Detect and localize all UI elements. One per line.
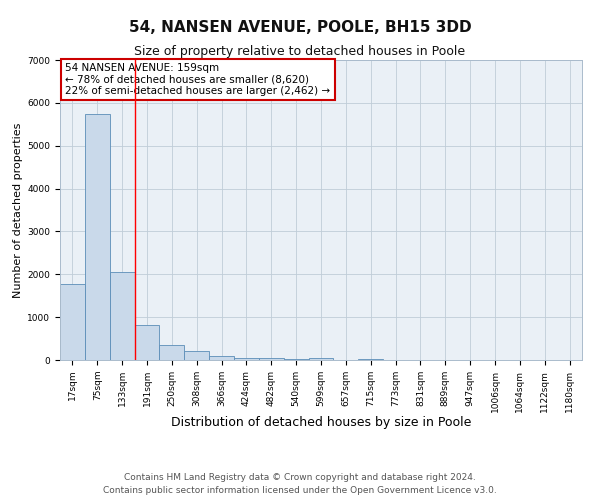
Text: 54 NANSEN AVENUE: 159sqm
← 78% of detached houses are smaller (8,620)
22% of sem: 54 NANSEN AVENUE: 159sqm ← 78% of detach… <box>65 63 331 96</box>
Bar <box>160 344 184 360</box>
Bar <box>308 358 334 360</box>
Y-axis label: Number of detached properties: Number of detached properties <box>13 122 23 298</box>
X-axis label: Distribution of detached houses by size in Poole: Distribution of detached houses by size … <box>171 416 471 429</box>
Bar <box>259 358 284 360</box>
Text: Size of property relative to detached houses in Poole: Size of property relative to detached ho… <box>134 45 466 58</box>
Bar <box>134 325 160 360</box>
Bar <box>234 358 259 360</box>
Bar <box>60 284 85 360</box>
Bar <box>358 358 383 360</box>
Bar <box>184 350 209 360</box>
Text: 54, NANSEN AVENUE, POOLE, BH15 3DD: 54, NANSEN AVENUE, POOLE, BH15 3DD <box>128 20 472 35</box>
Bar <box>284 358 308 360</box>
Bar <box>85 114 110 360</box>
Bar <box>209 356 234 360</box>
Text: Contains HM Land Registry data © Crown copyright and database right 2024.
Contai: Contains HM Land Registry data © Crown c… <box>103 474 497 495</box>
Bar <box>110 272 134 360</box>
